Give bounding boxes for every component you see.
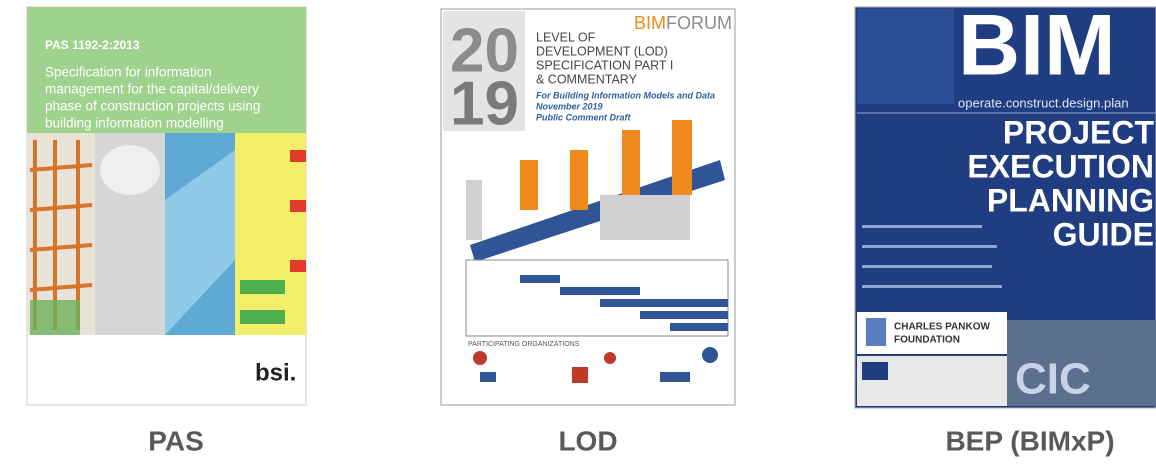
year-top: 20 — [450, 16, 519, 85]
bimforum-logo: BIMFORUM — [634, 13, 732, 33]
pas-code: PAS 1192-2:2013 — [45, 38, 140, 52]
bep-title-line: EXECUTION — [967, 148, 1154, 184]
lod-sub-line: For Building Information Models and Data — [536, 90, 715, 100]
year-bottom: 19 — [450, 69, 519, 138]
lod-title-line: & COMMENTARY — [536, 72, 638, 86]
pas-title-line: phase of construction projects using — [45, 99, 260, 114]
pas-title-line: management for the capital/delivery — [45, 82, 259, 97]
cover-label: BEP (BIMxP) — [945, 425, 1114, 456]
bep-cover: BIM operate.construct.design.plan PROJEC… — [854, 0, 1156, 409]
pas-title-line: Specification for information — [45, 65, 212, 80]
brand-b: FORUM — [666, 13, 732, 33]
foundation-line: CHARLES PANKOW — [894, 322, 990, 333]
lod-title-line: SPECIFICATION PART I — [536, 58, 673, 72]
foundation-line: FOUNDATION — [894, 335, 960, 346]
brand-a: BIM — [634, 13, 666, 33]
lod-sub-line: Public Comment Draft — [536, 112, 632, 122]
bep-big: BIM — [958, 0, 1116, 94]
bep-title-line: GUIDE — [1053, 216, 1154, 252]
cover-label: PAS — [148, 425, 204, 456]
pas-title-line: building information modelling — [45, 116, 224, 131]
lod-title-line: DEVELOPMENT (LOD) — [536, 44, 668, 58]
bep-tagline: operate.construct.design.plan — [958, 95, 1129, 110]
orgs-heading: PARTICIPATING ORGANIZATIONS — [468, 341, 580, 348]
pas-cover: PAS 1192-2:2013 Specification for inform… — [26, 6, 307, 406]
cic-mark: CIC — [1015, 355, 1091, 404]
bep-title-line: PROJECT — [1003, 114, 1155, 150]
cover-label: LOD — [558, 425, 617, 456]
lod-title-line: LEVEL OF — [536, 30, 596, 44]
bep-title-line: PLANNING — [987, 182, 1154, 218]
bsi-logo: bsi. — [255, 359, 296, 386]
lod-sub-line: November 2019 — [536, 101, 603, 111]
